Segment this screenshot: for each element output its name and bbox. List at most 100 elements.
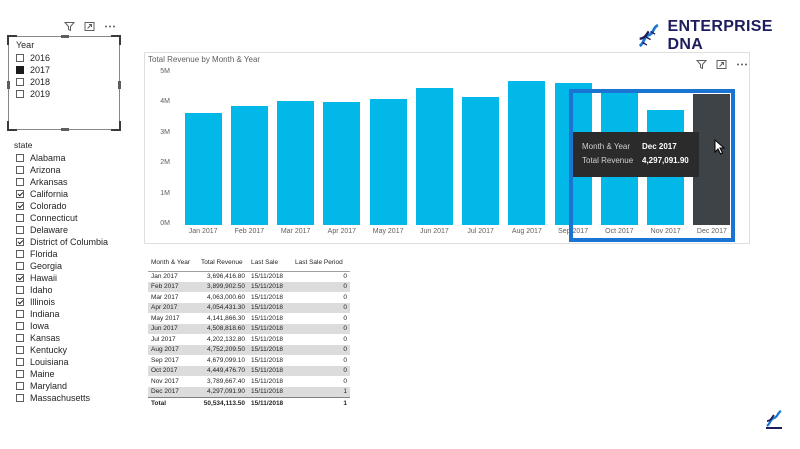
checkbox[interactable] [16, 214, 24, 222]
slicer-option[interactable]: 2019 [16, 88, 50, 100]
slicer-option[interactable]: California [16, 188, 108, 200]
chart-bar[interactable] [277, 101, 315, 225]
slicer-option[interactable]: Illinois [16, 296, 108, 308]
checkbox[interactable] [16, 78, 24, 86]
checkbox-checked[interactable] [16, 298, 24, 306]
checkbox[interactable] [16, 166, 24, 174]
table-row[interactable]: Jan 2017 3,696,416.80 15/11/2018 0 [148, 271, 350, 282]
checkbox-checked[interactable] [16, 66, 24, 74]
resize-handle-right[interactable] [118, 81, 121, 89]
table-row[interactable]: Jul 2017 4,202,132.80 15/11/2018 0 [148, 334, 350, 345]
more-options-icon[interactable] [736, 57, 748, 75]
checkbox[interactable] [16, 358, 24, 366]
table-cell: Jul 2017 [151, 335, 176, 343]
checkbox[interactable] [16, 178, 24, 186]
table-row[interactable]: Jun 2017 4,508,818.60 15/11/2018 0 [148, 323, 350, 334]
slicer-option[interactable]: Kansas [16, 332, 108, 344]
slicer-option[interactable]: Arkansas [16, 176, 108, 188]
table-cell: 4,054,431.30 [198, 302, 248, 313]
year-slicer[interactable]: Year 2016 2017 2018 2019 [7, 35, 121, 131]
slicer-option[interactable]: Maryland [16, 380, 108, 392]
checkbox[interactable] [16, 226, 24, 234]
slicer-option[interactable]: Connecticut [16, 212, 108, 224]
checkbox-checked[interactable] [16, 190, 24, 198]
slicer-option[interactable]: 2016 [16, 52, 50, 64]
chart-bar[interactable] [323, 101, 361, 225]
chart-bar[interactable] [508, 80, 546, 225]
revenue-table[interactable]: Month & Year Total Revenue Last Sale Las… [148, 255, 350, 409]
checkbox-checked[interactable] [16, 202, 24, 210]
slicer-option[interactable]: Arizona [16, 164, 108, 176]
slicer-option[interactable]: 2018 [16, 76, 50, 88]
slicer-option[interactable]: Florida [16, 248, 108, 260]
column-header[interactable]: Month & Year [148, 255, 198, 272]
checkbox[interactable] [16, 154, 24, 162]
slicer-option[interactable]: Hawaii [16, 272, 108, 284]
checkbox[interactable] [16, 250, 24, 258]
slicer-option[interactable]: Georgia [16, 260, 108, 272]
column-header[interactable]: Total Revenue [198, 255, 248, 272]
resize-handle-top-right[interactable] [111, 35, 121, 45]
chart-bar[interactable] [230, 106, 268, 225]
table-row[interactable]: Apr 2017 4,054,431.30 15/11/2018 0 [148, 302, 350, 313]
chart-bar[interactable] [369, 99, 407, 225]
checkbox-checked[interactable] [16, 238, 24, 246]
filter-icon[interactable] [695, 57, 708, 75]
slicer-option[interactable]: Indiana [16, 308, 108, 320]
resize-handle-top-left[interactable] [7, 35, 17, 45]
checkbox[interactable] [16, 322, 24, 330]
table-row[interactable]: Aug 2017 4,752,209.50 15/11/2018 0 [148, 344, 350, 355]
column-header[interactable]: Last Sale [248, 255, 292, 272]
slicer-option-label: Hawaii [30, 273, 58, 283]
more-options-icon[interactable] [104, 21, 116, 32]
chart-bar[interactable] [184, 112, 222, 225]
focus-mode-icon[interactable] [84, 21, 95, 32]
table-row[interactable]: May 2017 4,141,866.30 15/11/2018 0 [148, 313, 350, 324]
slicer-option[interactable]: Colorado [16, 200, 108, 212]
checkbox[interactable] [16, 54, 24, 62]
checkbox[interactable] [16, 262, 24, 270]
slicer-option[interactable]: Maine [16, 368, 108, 380]
slicer-option[interactable]: Idaho [16, 284, 108, 296]
checkbox[interactable] [16, 90, 24, 98]
table-row[interactable]: Oct 2017 4,449,476.70 15/11/2018 0 [148, 365, 350, 376]
table-row[interactable]: Mar 2017 4,063,000.60 15/11/2018 0 [148, 292, 350, 303]
checkbox[interactable] [16, 382, 24, 390]
slicer-option[interactable]: Iowa [16, 320, 108, 332]
table-row[interactable]: Nov 2017 3,789,667.40 15/11/2018 0 [148, 376, 350, 387]
table-cell: 0 [343, 356, 347, 364]
slicer-option[interactable]: Louisiana [16, 356, 108, 368]
slicer-option[interactable]: Kentucky [16, 344, 108, 356]
table-cell: 15/11/2018 [251, 356, 284, 364]
focus-mode-icon[interactable] [716, 57, 727, 75]
resize-handle-bottom[interactable] [61, 128, 69, 131]
filter-icon[interactable] [64, 21, 75, 32]
table-row[interactable]: Sep 2017 4,679,099.10 15/11/2018 0 [148, 355, 350, 366]
resize-handle-bottom-left[interactable] [7, 121, 17, 131]
y-tick-label: 1M [160, 189, 170, 197]
checkbox[interactable] [16, 370, 24, 378]
chart-bar[interactable] [462, 97, 500, 225]
slicer-option[interactable]: District of Columbia [16, 236, 108, 248]
chart-bar[interactable] [693, 94, 731, 225]
resize-handle-bottom-right[interactable] [111, 121, 121, 131]
column-header[interactable]: Last Sale Period [292, 255, 350, 272]
checkbox[interactable] [16, 310, 24, 318]
slicer-option[interactable]: Delaware [16, 224, 108, 236]
checkbox[interactable] [16, 286, 24, 294]
slicer-option-label: 2017 [30, 65, 51, 75]
revenue-chart-visual[interactable] [144, 52, 750, 244]
slicer-option[interactable]: Massachusetts [16, 392, 108, 404]
table-row[interactable]: Feb 2017 3,899,902.50 15/11/2018 0 [148, 281, 350, 292]
checkbox[interactable] [16, 346, 24, 354]
checkbox-checked[interactable] [16, 274, 24, 282]
checkbox[interactable] [16, 334, 24, 342]
checkbox[interactable] [16, 394, 24, 402]
slicer-option[interactable]: Alabama [16, 152, 108, 164]
table-row[interactable]: Dec 2017 4,297,091.90 15/11/2018 1 [148, 386, 350, 397]
table-cell: 15/11/2018 [248, 386, 292, 397]
slicer-option[interactable]: 2017 [16, 64, 50, 76]
resize-handle-left[interactable] [7, 81, 10, 89]
resize-handle-top[interactable] [61, 35, 69, 38]
chart-bar[interactable] [415, 87, 453, 225]
